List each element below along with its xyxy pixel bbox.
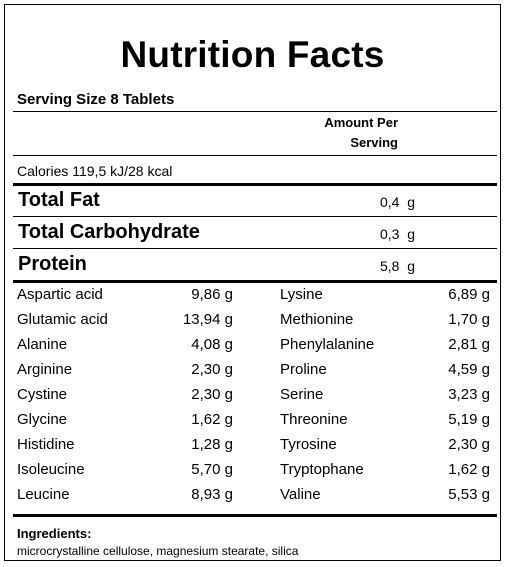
amino-acid-name: Glutamic acid bbox=[17, 311, 108, 328]
macro-name-total-fat: Total Fat bbox=[18, 189, 100, 211]
amino-acid-name: Threonine bbox=[280, 411, 348, 428]
amount-per-heading-line2: Serving bbox=[350, 135, 398, 150]
divider-thin bbox=[13, 216, 497, 217]
amino-acid-value: 1,62 g bbox=[448, 461, 490, 478]
amino-acid-value: 1,62 g bbox=[191, 411, 233, 428]
amino-acid-value: 5,70 g bbox=[191, 461, 233, 478]
nutrition-label: Nutrition Facts Serving Size 8 Tablets A… bbox=[4, 4, 501, 561]
amino-acid-name: Tryptophane bbox=[280, 461, 364, 478]
amino-acid-name: Histidine bbox=[17, 436, 75, 453]
divider-thin bbox=[13, 155, 497, 156]
amino-acid-value: 1,28 g bbox=[191, 436, 233, 453]
amino-acid-name: Alanine bbox=[17, 336, 68, 353]
amino-acid-value: 3,23 g bbox=[448, 386, 490, 403]
serving-size: Serving Size 8 Tablets bbox=[17, 91, 175, 108]
calories-line: Calories 119,5 kJ/28 kcal bbox=[17, 163, 173, 179]
amount-per-heading-line1: Amount Per bbox=[324, 115, 398, 130]
amino-acid-value: 2,81 g bbox=[448, 336, 490, 353]
amino-acid-name: Leucine bbox=[17, 486, 70, 503]
amino-acid-name: Cystine bbox=[17, 386, 68, 403]
amino-acid-name: Lysine bbox=[280, 286, 323, 303]
amino-acid-name: Isoleucine bbox=[17, 461, 85, 478]
divider-thin bbox=[13, 111, 497, 112]
amino-acid-value: 5,19 g bbox=[448, 411, 490, 428]
amino-acid-name: Aspartic acid bbox=[17, 286, 103, 303]
amino-acid-name: Methionine bbox=[280, 311, 354, 328]
amino-acid-name: Phenylalanine bbox=[280, 336, 375, 353]
macro-name-total-carbohydrate: Total Carbohydrate bbox=[18, 221, 200, 243]
macro-name-protein: Protein bbox=[18, 253, 87, 275]
ingredients-list: microcrystalline cellulose, magnesium st… bbox=[17, 544, 299, 558]
amino-acid-name: Arginine bbox=[17, 361, 73, 378]
amino-acid-value: 2,30 g bbox=[191, 386, 233, 403]
amino-acid-value: 8,93 g bbox=[191, 486, 233, 503]
macro-value-total-carbohydrate: 0,3 g bbox=[379, 226, 415, 242]
amino-acid-value: 2,30 g bbox=[448, 436, 490, 453]
amino-acid-name: Glycine bbox=[17, 411, 68, 428]
divider-thick bbox=[13, 183, 497, 186]
amino-acid-value: 4,59 g bbox=[448, 361, 490, 378]
amino-acid-value: 1,70 g bbox=[448, 311, 490, 328]
divider-thick bbox=[13, 514, 497, 517]
amino-acid-name: Valine bbox=[280, 486, 321, 503]
label-title: Nutrition Facts bbox=[120, 34, 385, 75]
amino-acid-value: 9,86 g bbox=[191, 286, 233, 303]
amino-acid-value: 5,53 g bbox=[448, 486, 490, 503]
ingredients-heading: Ingredients: bbox=[17, 526, 92, 541]
amino-acid-value: 13,94 g bbox=[182, 311, 233, 328]
amino-acid-name: Tyrosine bbox=[280, 436, 337, 453]
macro-value-protein: 5,8 g bbox=[379, 258, 415, 274]
amino-acid-value: 2,30 g bbox=[191, 361, 233, 378]
divider-thin bbox=[13, 248, 497, 249]
amino-acid-value: 6,89 g bbox=[448, 286, 490, 303]
macro-value-total-fat: 0,4 g bbox=[379, 194, 415, 210]
amino-acid-name: Serine bbox=[280, 386, 324, 403]
divider-thick bbox=[13, 280, 497, 283]
amino-acid-value: 4,08 g bbox=[191, 336, 233, 353]
amino-acid-name: Proline bbox=[280, 361, 327, 378]
